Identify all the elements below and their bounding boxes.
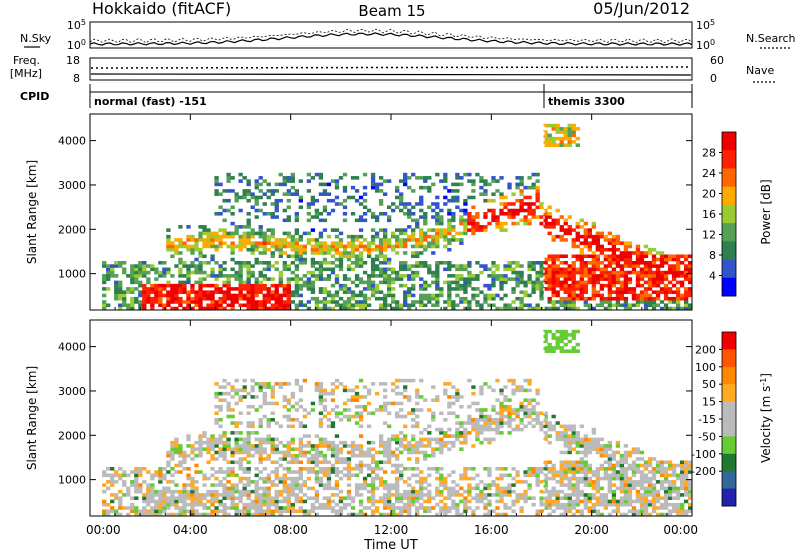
frequency-panel: Freq. [MHz] 18 8 60 0 Nave [10, 54, 775, 85]
y-tick-label: 2000 [58, 429, 86, 442]
noise-tick-right-bottom: 100 [696, 38, 715, 52]
cpid-label: CPID [20, 90, 49, 103]
colorbar-tick-label: 4 [709, 270, 716, 283]
colorbar-segment [722, 223, 736, 242]
noise-tick-left-bottom: 100 [67, 38, 86, 52]
freq-tick-left-top: 18 [66, 54, 80, 67]
velocity-ylabel: Slant Range [km] [25, 366, 39, 470]
x-axis: 00:00 04:00 08:00 12:00 16:00 20:00 00:00 [86, 114, 698, 537]
colorbar-segment [722, 436, 736, 455]
x-axis-label: Time UT [363, 538, 417, 553]
power-y-ticks: 1000 2000 3000 4000 [58, 135, 692, 281]
cpid-mode-1: normal (fast) -151 [94, 95, 207, 108]
colorbar-tick-label: 12 [702, 229, 716, 242]
colorbar-segment [722, 488, 736, 507]
colorbar-tick-label: 100 [695, 361, 716, 374]
y-tick-label: 3000 [58, 385, 86, 398]
nsky-label: N.Sky [20, 32, 52, 45]
nsearch-label: N.Search [746, 32, 796, 45]
colorbar-segment [722, 419, 736, 437]
colorbar-segment [722, 186, 736, 206]
colorbar-tick-label: -100 [691, 448, 716, 461]
colorbar-segment [722, 332, 736, 350]
x-tick-label: 00:00 [86, 523, 121, 537]
colorbar-segment [722, 204, 736, 224]
colorbar-tick-label: 24 [702, 167, 716, 180]
freq-tick-right-bottom: 0 [710, 72, 717, 85]
x-tick-label: 00:00 [663, 523, 698, 537]
power-heatmap [102, 114, 693, 311]
colorbar-tick-label: 28 [702, 147, 716, 160]
colorbar-tick-label: 16 [702, 208, 716, 221]
y-tick-label: 1000 [58, 474, 86, 487]
colorbar-tick-label: -15 [698, 413, 716, 426]
y-tick-label: 4000 [58, 135, 86, 148]
noise-tick-left-top: 105 [67, 18, 86, 32]
power-cbar-label: Power [dB] [759, 179, 773, 244]
noise-panel: N.Sky 105 100 105 100 N.Search [20, 18, 796, 52]
y-tick-label: 2000 [58, 223, 86, 236]
beam-title: Beam 15 [358, 2, 425, 20]
velocity-colorbar: 200 100 50 15 -15 -50 -100 -200 [691, 331, 737, 507]
colorbar-segment [722, 150, 736, 169]
station-title: Hokkaido (fitACF) [92, 0, 231, 18]
colorbar-segment [722, 366, 736, 385]
velocity-heatmap [102, 320, 693, 517]
freq-tick-right-top: 60 [710, 54, 724, 67]
colorbar-segment [722, 453, 736, 472]
freq-label: Freq. [13, 54, 40, 67]
x-tick-label: 12:00 [374, 523, 409, 537]
velocity-y-ticks: 1000 2000 3000 4000 [58, 341, 692, 487]
colorbar-tick-label: -200 [691, 465, 716, 478]
power-panel: 1000 2000 3000 4000 Slant Range [km] 4 8 12 16… [25, 113, 773, 311]
y-tick-label: 1000 [58, 268, 86, 281]
colorbar-tick-label: 15 [702, 396, 716, 409]
cpid-panel: CPID normal (fast) -151 themis 3300 [20, 84, 693, 108]
x-tick-label: 16:00 [474, 523, 509, 537]
noise-trace [89, 28, 693, 46]
colorbar-tick-label: 200 [695, 343, 716, 356]
x-tick-label: 20:00 [574, 523, 609, 537]
y-tick-label: 3000 [58, 179, 86, 192]
colorbar-segment [722, 277, 736, 297]
colorbar-segment [722, 401, 736, 420]
x-tick-label: 08:00 [273, 523, 308, 537]
cpid-mode-2: themis 3300 [548, 95, 625, 108]
colorbar-tick-label: 20 [702, 188, 716, 201]
colorbar-segment [722, 241, 736, 261]
x-tick-label: 04:00 [173, 523, 208, 537]
velocity-cbar-label: Velocity [m s-1] [759, 373, 773, 463]
noise-tick-right-top: 105 [696, 18, 715, 32]
colorbar-segment [722, 384, 736, 403]
colorbar-segment [722, 259, 736, 279]
colorbar-tick-label: 50 [702, 378, 716, 391]
power-colorbar: 4 8 12 16 20 24 28 [702, 131, 737, 297]
colorbar-tick-label: -50 [698, 430, 716, 443]
colorbar-segment [722, 132, 736, 151]
colorbar-segment [722, 349, 736, 368]
nave-label: Nave [746, 64, 774, 77]
colorbar-segment [722, 471, 736, 490]
power-ylabel: Slant Range [km] [25, 160, 39, 264]
colorbar-segment [722, 168, 736, 188]
freq-tick-left-bottom: 8 [73, 72, 80, 85]
date-title: 05/Jun/2012 [593, 0, 690, 18]
colorbar-tick-label: 8 [709, 249, 716, 262]
y-tick-label: 4000 [58, 341, 86, 354]
freq-unit-label: [MHz] [10, 67, 42, 80]
